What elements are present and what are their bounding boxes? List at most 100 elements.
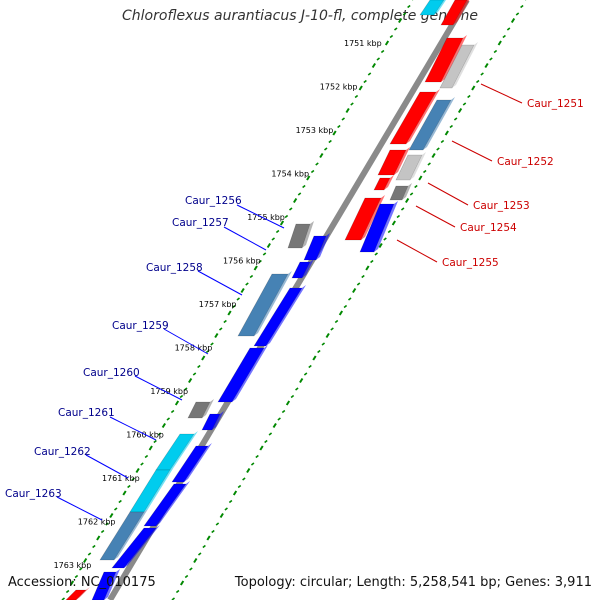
green-tick [328,139,332,144]
gene-caur-1263-b [99,509,148,561]
green-tick [293,197,298,204]
green-tick [289,207,293,211]
green-tick [284,214,289,219]
gene-bottom-blue-shade [104,569,120,600]
green-tick [131,477,135,481]
green-tick [312,355,317,361]
green-tick [236,297,240,301]
green-tick [211,529,215,534]
kbp-label: 1754 kbp [271,170,309,179]
green-tick [197,552,202,556]
green-tick [279,220,285,226]
kbp-label: 1752 kbp [320,83,358,92]
green-tick [249,274,254,279]
gene-caur-1252-b [408,97,455,151]
green-tick [348,297,352,301]
gene-bottom-red-shade [76,587,90,600]
green-tick [290,394,295,399]
kbp-label: 1761 kbp [102,474,140,483]
green-tick [356,282,361,286]
green-tick [418,175,423,181]
green-tick [358,85,363,91]
gene-label-caur-1259: Caur_1259 [112,320,169,332]
green-tick [189,567,193,571]
green-tick [228,499,233,504]
green-tick [308,364,312,369]
gene-caur-1263-a [143,481,190,527]
green-tick [350,102,354,106]
green-tick [174,400,180,406]
green-tick [122,490,127,496]
green-tick [232,490,238,496]
green-tick [407,4,411,9]
green-tick [396,214,401,219]
green-tick [365,265,370,271]
green-tick [398,17,403,24]
green-tick [161,422,166,429]
green-tick [520,4,524,9]
green-tick [253,265,258,271]
green-tick [259,445,264,451]
green-tick [219,512,224,519]
green-tick [266,242,271,249]
gene-caur-1255-shade [374,201,398,252]
green-tick [317,349,321,354]
green-tick [380,49,385,54]
green-tick [370,259,374,264]
green-tick [453,117,458,121]
green-tick [497,40,502,46]
green-tick [127,484,131,489]
green-tick [271,237,275,241]
green-tick [295,387,299,391]
gene-caur-1263-c [111,525,160,569]
green-tick [275,229,280,234]
green-tick [462,102,467,106]
gene-label-caur-1253: Caur_1253 [473,200,530,212]
gene-label-caur-1260: Caur_1260 [83,367,140,379]
green-tick-track-outer [171,0,527,600]
green-tick [214,332,219,339]
gene-caur-1263-b-shade [114,509,148,560]
gene-top-cyan [419,0,446,16]
kbp-label: 1753 kbp [296,126,334,135]
green-tick [361,274,365,279]
leader-line [56,496,103,521]
green-tick [227,310,232,316]
green-tick [87,552,92,556]
leader-line [396,239,438,263]
green-tick-track-inner [61,0,414,600]
green-tick [306,175,311,181]
green-tick [471,85,476,91]
green-tick [324,147,328,151]
green-tick [175,589,180,594]
green-tick [281,409,286,414]
green-tick [449,124,453,129]
green-tick [215,522,220,526]
green-tick [409,192,414,196]
green-tick [219,327,223,331]
gene-caur-1253-a-shade [394,147,410,175]
green-tick [338,310,344,316]
green-tick [69,580,75,586]
green-tick [166,417,170,421]
green-tick [100,529,105,534]
green-tick [319,152,324,159]
green-tick [272,422,277,429]
green-tick [206,535,211,541]
label-leader-lines [56,83,523,521]
gene-caur-1255 [359,201,398,253]
green-tick [74,574,79,579]
green-tick [387,229,392,234]
gene-label-caur-1256: Caur_1256 [185,195,242,207]
green-tick [246,467,251,474]
green-tick [484,62,489,69]
green-tick [414,184,418,189]
green-tick [405,197,410,204]
gene-bottom-blue [91,569,120,600]
gene-caur-1258-b [237,271,292,337]
map-title: Chloroflexus aurantiacus J-10-fl, comple… [122,8,478,24]
green-tick [391,220,396,226]
gene-label-caur-1258: Caur_1258 [146,262,203,274]
gene-caur-1261-b-shade [212,411,224,430]
green-tick [402,12,407,16]
